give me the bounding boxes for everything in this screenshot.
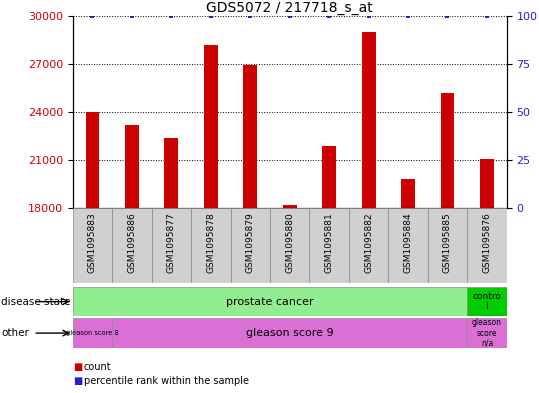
Bar xyxy=(349,208,388,283)
Point xyxy=(246,13,254,19)
Point xyxy=(325,13,334,19)
Bar xyxy=(467,208,507,283)
Point xyxy=(364,13,373,19)
Bar xyxy=(467,287,507,316)
Bar xyxy=(125,125,139,208)
Bar xyxy=(191,208,231,283)
Bar xyxy=(112,208,151,283)
Bar xyxy=(86,112,99,208)
Text: prostate cancer: prostate cancer xyxy=(226,297,314,307)
Text: GSM1095879: GSM1095879 xyxy=(246,212,255,273)
Bar xyxy=(73,208,112,283)
Bar xyxy=(467,318,507,348)
Text: GSM1095883: GSM1095883 xyxy=(88,212,97,273)
Text: count: count xyxy=(84,362,111,373)
Bar xyxy=(73,318,112,348)
Point xyxy=(286,13,294,19)
Text: other: other xyxy=(1,328,29,338)
Bar xyxy=(309,208,349,283)
Text: disease state: disease state xyxy=(1,297,71,307)
Text: GSM1095880: GSM1095880 xyxy=(285,212,294,273)
Title: GDS5072 / 217718_s_at: GDS5072 / 217718_s_at xyxy=(206,1,373,15)
Point xyxy=(482,13,491,19)
Bar xyxy=(231,208,270,283)
Point xyxy=(206,13,215,19)
Bar xyxy=(480,158,494,208)
Text: gleason score 9: gleason score 9 xyxy=(246,328,334,338)
Text: GSM1095886: GSM1095886 xyxy=(127,212,136,273)
Text: GSM1095877: GSM1095877 xyxy=(167,212,176,273)
Bar xyxy=(283,205,296,208)
Bar xyxy=(204,45,218,208)
Text: GSM1095885: GSM1095885 xyxy=(443,212,452,273)
Text: contro
l: contro l xyxy=(473,292,501,311)
Text: percentile rank within the sample: percentile rank within the sample xyxy=(84,376,248,386)
Point xyxy=(88,13,97,19)
Text: gleason
score
n/a: gleason score n/a xyxy=(472,318,502,348)
Bar xyxy=(322,146,336,208)
Bar xyxy=(440,93,454,208)
Text: GSM1095876: GSM1095876 xyxy=(482,212,492,273)
Text: GSM1095881: GSM1095881 xyxy=(324,212,334,273)
Bar xyxy=(112,318,467,348)
Point xyxy=(167,13,176,19)
Text: GSM1095884: GSM1095884 xyxy=(404,212,412,273)
Bar xyxy=(270,208,309,283)
Bar xyxy=(401,180,415,208)
Text: GSM1095882: GSM1095882 xyxy=(364,212,373,273)
Bar xyxy=(244,66,257,208)
Bar xyxy=(428,208,467,283)
Bar xyxy=(388,208,428,283)
Text: GSM1095878: GSM1095878 xyxy=(206,212,215,273)
Bar xyxy=(151,208,191,283)
Text: ■: ■ xyxy=(73,376,82,386)
Point xyxy=(404,13,412,19)
Point xyxy=(443,13,452,19)
Text: ■: ■ xyxy=(73,362,82,373)
Bar xyxy=(362,32,376,208)
Bar xyxy=(164,138,178,208)
Text: gleason score 8: gleason score 8 xyxy=(66,330,119,336)
Point xyxy=(128,13,136,19)
